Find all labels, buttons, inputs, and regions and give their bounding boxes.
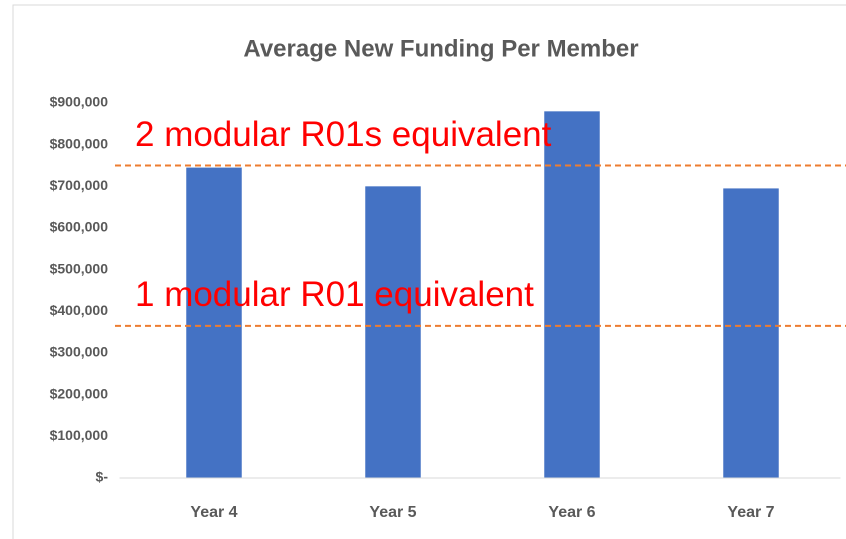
- chart-title: Average New Funding Per Member: [243, 35, 638, 62]
- y-tick-label: $800,000: [50, 135, 109, 151]
- y-tick-label: $400,000: [50, 302, 109, 318]
- x-tick-label: Year 5: [369, 504, 416, 521]
- bar: [723, 188, 779, 478]
- y-tick-label: $600,000: [50, 219, 109, 235]
- y-tick-label: $100,000: [50, 427, 109, 443]
- annotation: 1 modular R01 equivalent: [135, 275, 534, 314]
- y-tick-label: $500,000: [50, 260, 109, 276]
- y-tick-label: $200,000: [50, 385, 109, 401]
- bar: [544, 111, 600, 478]
- x-tick-label: Year 6: [548, 504, 595, 521]
- x-tick-label: Year 7: [727, 504, 774, 521]
- x-tick-label: Year 4: [190, 504, 237, 521]
- bar: [186, 167, 242, 479]
- y-tick-label: $300,000: [50, 344, 109, 360]
- annotation: 2 modular R01s equivalent: [135, 115, 552, 154]
- chart-frame: [12, 4, 846, 539]
- bar: [365, 186, 421, 479]
- y-tick-label: $900,000: [50, 94, 109, 110]
- y-tick-label: $-: [96, 469, 109, 485]
- y-tick-label: $700,000: [50, 177, 109, 193]
